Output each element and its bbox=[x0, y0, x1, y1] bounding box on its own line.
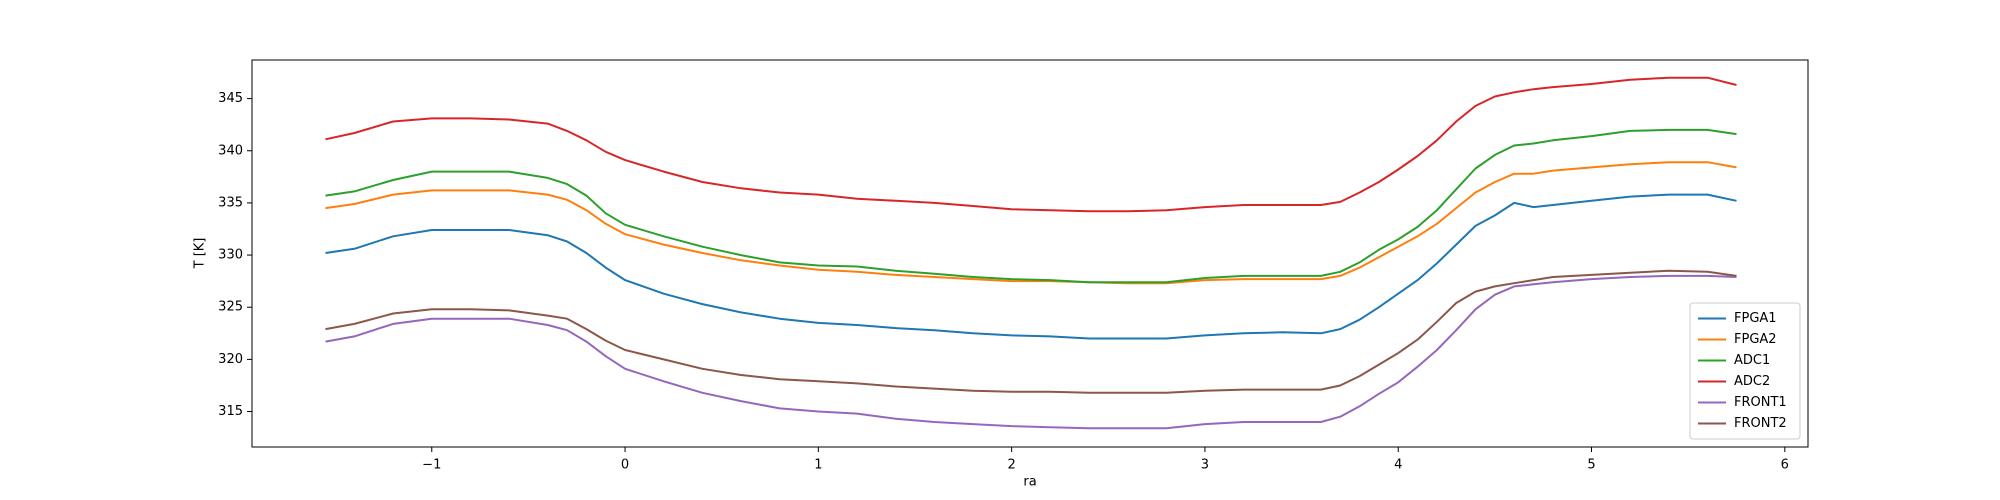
x-tick-label: 2 bbox=[1007, 458, 1015, 473]
y-tick-label: 345 bbox=[218, 91, 243, 106]
x-tick-label: 5 bbox=[1587, 458, 1595, 473]
y-tick-label: 325 bbox=[218, 300, 243, 315]
legend-box bbox=[1689, 302, 1801, 440]
x-tick-label: −1 bbox=[422, 458, 441, 473]
x-axis-label: ra bbox=[1023, 475, 1036, 490]
legend-label: FRONT1 bbox=[1734, 395, 1787, 410]
series-line bbox=[325, 269, 1737, 394]
series-line bbox=[325, 274, 1737, 430]
y-tick-label: 320 bbox=[218, 352, 243, 367]
series-line bbox=[325, 128, 1737, 284]
legend-label: FPGA2 bbox=[1734, 332, 1777, 347]
legend-label: ADC1 bbox=[1734, 353, 1770, 368]
x-tick-label: 1 bbox=[814, 458, 822, 473]
y-tick-label: 335 bbox=[218, 195, 243, 210]
legend-label: ADC2 bbox=[1734, 374, 1770, 389]
series-line bbox=[325, 193, 1737, 340]
x-tick-label: 3 bbox=[1201, 458, 1209, 473]
y-tick-label: 315 bbox=[218, 404, 243, 419]
plot-frame bbox=[251, 59, 1809, 448]
x-tick-label: 0 bbox=[621, 458, 629, 473]
x-tick-label: 4 bbox=[1394, 458, 1402, 473]
y-tick-label: 340 bbox=[218, 143, 243, 158]
y-axis-label: T [K] bbox=[193, 238, 208, 270]
legend-label: FRONT2 bbox=[1734, 416, 1787, 431]
x-tick-label: 6 bbox=[1781, 458, 1789, 473]
legend-label: FPGA1 bbox=[1734, 311, 1777, 326]
y-tick-label: 330 bbox=[218, 248, 243, 263]
series-line bbox=[325, 76, 1737, 213]
